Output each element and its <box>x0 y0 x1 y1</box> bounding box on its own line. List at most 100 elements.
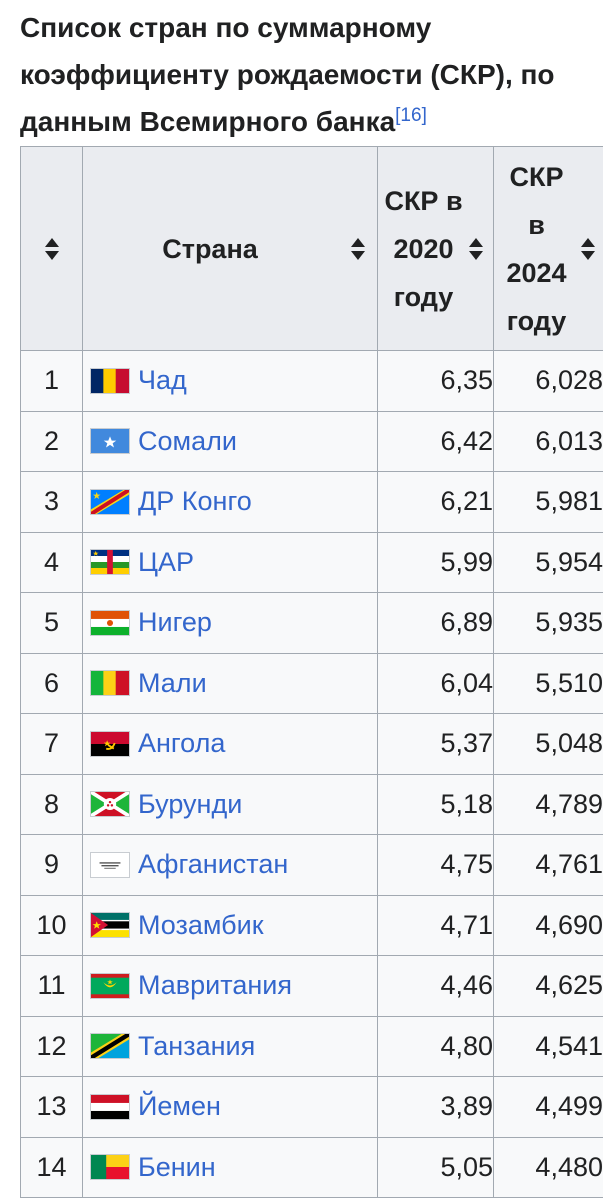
tfr-2020-cell: 6,35 <box>377 350 494 412</box>
country-link[interactable]: Бурунди <box>138 788 243 819</box>
country-cell: Афганистан <box>82 834 378 896</box>
afghanistan-flag-icon <box>90 851 130 878</box>
tfr-2020-cell: 5,18 <box>377 773 494 835</box>
mauritania-flag-icon <box>90 972 130 999</box>
tfr-2020-cell: 4,75 <box>377 834 494 896</box>
rank-cell: 7 <box>20 713 83 775</box>
tfr-2020-cell: 6,21 <box>377 471 494 533</box>
reference-link[interactable]: [16] <box>395 105 427 126</box>
header-tfr-2020[interactable]: СКР в 2020 году <box>377 146 494 351</box>
country-cell: Сомали <box>82 410 378 472</box>
tfr-2024-cell: 4,789 <box>493 773 603 835</box>
country-link[interactable]: Йемен <box>138 1091 221 1122</box>
tanzania-flag-icon <box>90 1033 130 1060</box>
table-row: 7 Ангола 5,37 5,048 <box>20 713 603 775</box>
header-country[interactable]: Страна <box>82 146 378 351</box>
table-row: 4 ЦАР 5,99 5,954 <box>20 531 603 593</box>
angola-flag-icon <box>90 730 130 757</box>
somalia-flag-icon <box>90 428 130 455</box>
sort-icon[interactable] <box>351 237 365 260</box>
country-cell: ДР Конго <box>82 471 378 533</box>
mozambique-flag-icon <box>90 912 130 939</box>
table-row: 12 Танзания 4,80 4,541 <box>20 1015 603 1077</box>
table-row: 10 Мозамбик 4,71 4,690 <box>20 894 603 956</box>
country-link[interactable]: Нигер <box>138 607 212 638</box>
dr-congo-flag-icon <box>90 488 130 515</box>
rank-cell: 12 <box>20 1015 83 1077</box>
country-cell: Йемен <box>82 1076 378 1138</box>
header-tfr-2024-label: СКР в 2024 году <box>506 161 567 336</box>
tfr-2020-cell: 4,46 <box>377 955 494 1017</box>
tfr-2024-cell: 5,981 <box>493 471 603 533</box>
tfr-2020-cell: 4,80 <box>377 1015 494 1077</box>
rank-cell: 5 <box>20 592 83 654</box>
country-cell: Мавритания <box>82 955 378 1017</box>
tfr-2020-cell: 5,05 <box>377 1136 494 1198</box>
rank-cell: 14 <box>20 1136 83 1198</box>
country-link[interactable]: ДР Конго <box>138 486 252 517</box>
country-link[interactable]: Мали <box>138 667 207 698</box>
tfr-2020-cell: 4,71 <box>377 894 494 956</box>
country-link[interactable]: Мавритания <box>138 970 292 1001</box>
rank-cell: 9 <box>20 834 83 896</box>
country-cell: Ангола <box>82 713 378 775</box>
tfr-2024-cell: 5,935 <box>493 592 603 654</box>
header-rank[interactable] <box>20 146 83 351</box>
country-cell: Чад <box>82 350 378 412</box>
tfr-2020-cell: 5,37 <box>377 713 494 775</box>
burundi-flag-icon <box>89 790 131 818</box>
country-link[interactable]: Сомали <box>138 425 237 456</box>
tfr-2024-cell: 4,690 <box>493 894 603 956</box>
yemen-flag-icon <box>90 1093 130 1120</box>
country-link[interactable]: Ангола <box>138 728 226 759</box>
sort-icon[interactable] <box>45 237 59 260</box>
fertility-table: Страна СКР в 2020 году СКР в 2024 году 1… <box>20 146 603 1198</box>
header-country-label: Страна <box>162 233 258 264</box>
tfr-2024-cell: 6,028 <box>493 350 603 412</box>
tfr-2024-cell: 6,013 <box>493 410 603 472</box>
tfr-2024-cell: 4,761 <box>493 834 603 896</box>
table-row: 5 Нигер 6,89 5,935 <box>20 592 603 654</box>
tfr-2024-cell: 5,510 <box>493 652 603 714</box>
mali-flag-icon <box>90 670 130 697</box>
country-link[interactable]: ЦАР <box>138 546 194 577</box>
caption-title: Список стран по суммарному коэффициенту … <box>20 12 555 137</box>
rank-cell: 13 <box>20 1076 83 1138</box>
rank-cell: 6 <box>20 652 83 714</box>
tfr-2024-cell: 4,499 <box>493 1076 603 1138</box>
table-row: 9 Афганистан 4,75 4,761 <box>20 834 603 896</box>
table-caption: Список стран по суммарному коэффициенту … <box>20 4 590 145</box>
sort-icon[interactable] <box>469 237 483 260</box>
table-row: 8 Бурунди 5,18 4,789 <box>20 773 603 835</box>
country-link[interactable]: Танзания <box>138 1030 256 1061</box>
country-cell: Бенин <box>82 1136 378 1198</box>
table-row: 14 Бенин 5,05 4,480 <box>20 1136 603 1198</box>
country-link[interactable]: Бенин <box>138 1151 216 1182</box>
country-cell: ЦАР <box>82 531 378 593</box>
tfr-2020-cell: 6,42 <box>377 410 494 472</box>
country-link[interactable]: Чад <box>138 365 187 396</box>
benin-flag-icon <box>90 1154 130 1181</box>
country-link[interactable]: Мозамбик <box>138 909 264 940</box>
table-row: 3 ДР Конго 6,21 5,981 <box>20 471 603 533</box>
tfr-2020-cell: 3,89 <box>377 1076 494 1138</box>
tfr-2024-cell: 5,954 <box>493 531 603 593</box>
rank-cell: 4 <box>20 531 83 593</box>
table-body: 1 Чад 6,35 6,028 2 Сомали 6,42 6,013 3 ДР Конго 6,… <box>20 350 603 1198</box>
country-cell: Мали <box>82 652 378 714</box>
table-row: 11 Мавритания 4,46 4,625 <box>20 955 603 1017</box>
header-row: Страна СКР в 2020 году СКР в 2024 году <box>20 146 603 351</box>
tfr-2024-cell: 5,048 <box>493 713 603 775</box>
tfr-2024-cell: 4,480 <box>493 1136 603 1198</box>
country-cell: Нигер <box>82 592 378 654</box>
sort-icon[interactable] <box>581 237 595 260</box>
table-row: 1 Чад 6,35 6,028 <box>20 350 603 412</box>
car-flag-icon <box>90 549 130 576</box>
country-link[interactable]: Афганистан <box>138 849 289 880</box>
tfr-2024-cell: 4,541 <box>493 1015 603 1077</box>
header-tfr-2024[interactable]: СКР в 2024 году <box>493 146 603 351</box>
rank-cell: 2 <box>20 410 83 472</box>
tfr-2024-cell: 4,625 <box>493 955 603 1017</box>
country-cell: Мозамбик <box>82 894 378 956</box>
rank-cell: 10 <box>20 894 83 956</box>
